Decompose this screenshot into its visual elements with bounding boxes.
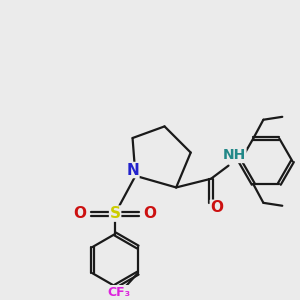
Text: N: N xyxy=(126,163,139,178)
Text: O: O xyxy=(143,206,157,221)
Text: S: S xyxy=(110,206,121,221)
Text: O: O xyxy=(74,206,87,221)
Text: CF₃: CF₃ xyxy=(107,286,130,298)
Text: O: O xyxy=(210,200,224,215)
Text: NH: NH xyxy=(223,148,246,163)
